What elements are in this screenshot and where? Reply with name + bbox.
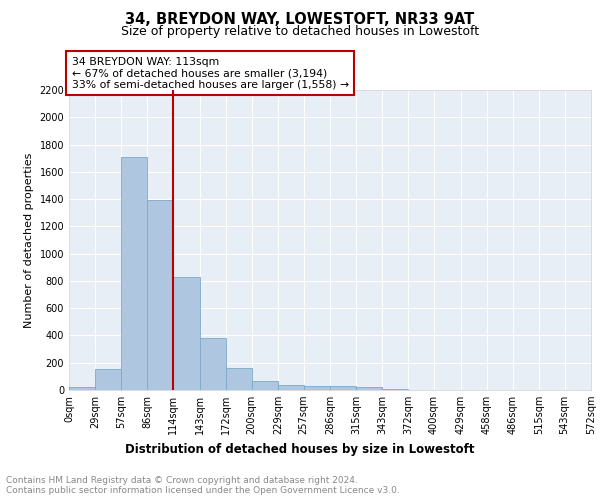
Bar <box>173 277 199 390</box>
Bar <box>199 338 226 390</box>
Bar <box>330 386 356 390</box>
Bar <box>251 381 278 390</box>
Bar <box>95 369 121 390</box>
Text: 34 BREYDON WAY: 113sqm
← 67% of detached houses are smaller (3,194)
33% of semi-: 34 BREYDON WAY: 113sqm ← 67% of detached… <box>71 57 349 90</box>
Text: Size of property relative to detached houses in Lowestoft: Size of property relative to detached ho… <box>121 25 479 38</box>
Text: Contains HM Land Registry data © Crown copyright and database right 2024.
Contai: Contains HM Land Registry data © Crown c… <box>6 476 400 495</box>
Bar <box>121 157 148 390</box>
Bar <box>148 200 173 390</box>
Y-axis label: Number of detached properties: Number of detached properties <box>24 152 34 328</box>
Bar <box>69 388 95 390</box>
Bar <box>278 385 304 390</box>
Bar <box>226 368 251 390</box>
Bar <box>304 386 330 390</box>
Text: Distribution of detached houses by size in Lowestoft: Distribution of detached houses by size … <box>125 442 475 456</box>
Bar <box>356 386 382 390</box>
Bar <box>382 388 409 390</box>
Text: 34, BREYDON WAY, LOWESTOFT, NR33 9AT: 34, BREYDON WAY, LOWESTOFT, NR33 9AT <box>125 12 475 28</box>
